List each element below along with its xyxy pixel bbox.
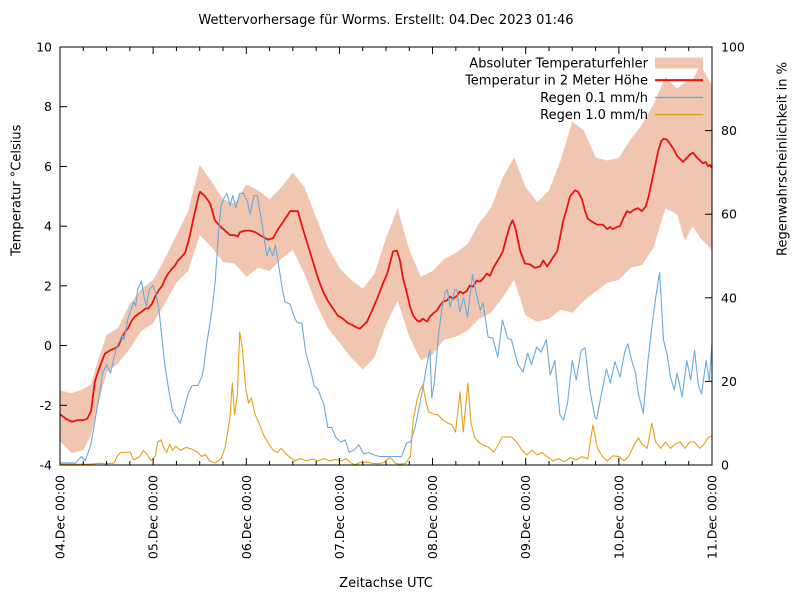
x-axis-tick-label: 08.Dec 00:00: [425, 475, 440, 559]
legend-item-rain-01-label: Regen 0.1 mm/h: [540, 91, 648, 106]
y-axis-left-tick-label: 0: [44, 338, 52, 353]
rain-01-line: [60, 192, 713, 464]
y-axis-left-tick-label: 10: [36, 40, 52, 55]
x-axis-tick-label: 05.Dec 00:00: [146, 475, 161, 559]
rain-10-line: [60, 331, 713, 466]
legend-item-rain-10-label: Regen 1.0 mm/h: [540, 108, 648, 123]
y-axis-left-tick-label: -4: [40, 458, 53, 473]
legend-item-error-band-label: Absoluter Temperaturfehler: [469, 57, 648, 72]
x-axis-label: Zeitachse UTC: [339, 576, 433, 591]
y-axis-left-tick-label: 6: [44, 159, 52, 174]
chart-title: Wettervorhersage für Worms. Erstellt: 04…: [198, 13, 574, 28]
x-axis-tick-label: 06.Dec 00:00: [239, 475, 254, 559]
x-axis-tick-label: 07.Dec 00:00: [332, 475, 347, 559]
y-axis-right-tick-label: 80: [721, 123, 737, 138]
x-axis-tick-label: 04.Dec 00:00: [53, 475, 68, 559]
y-axis-right-tick-label: 0: [721, 458, 729, 473]
x-axis-tick-label: 10.Dec 00:00: [611, 475, 626, 559]
x-axis-tick-label: 09.Dec 00:00: [518, 475, 533, 559]
y-axis-right-tick-label: 60: [721, 207, 737, 222]
legend-item-temperature-label: Temperatur in 2 Meter Höhe: [464, 74, 648, 89]
temperature-line: [59, 137, 713, 423]
error-band: [60, 64, 712, 454]
x-axis-tick-label: 11.Dec 00:00: [705, 475, 720, 559]
y-axis-left-tick-label: 2: [44, 278, 52, 293]
y-axis-left-tick-label: -2: [40, 398, 52, 413]
y-axis-right-tick-label: 20: [721, 374, 737, 389]
y-axis-left-tick-label: 8: [44, 99, 52, 114]
legend-swatch-error-band: [655, 57, 703, 69]
y-axis-right-tick-label: 100: [721, 40, 745, 55]
y-axis-left-tick-label: 4: [44, 219, 52, 234]
y-axis-right-tick-label: 40: [721, 290, 737, 305]
